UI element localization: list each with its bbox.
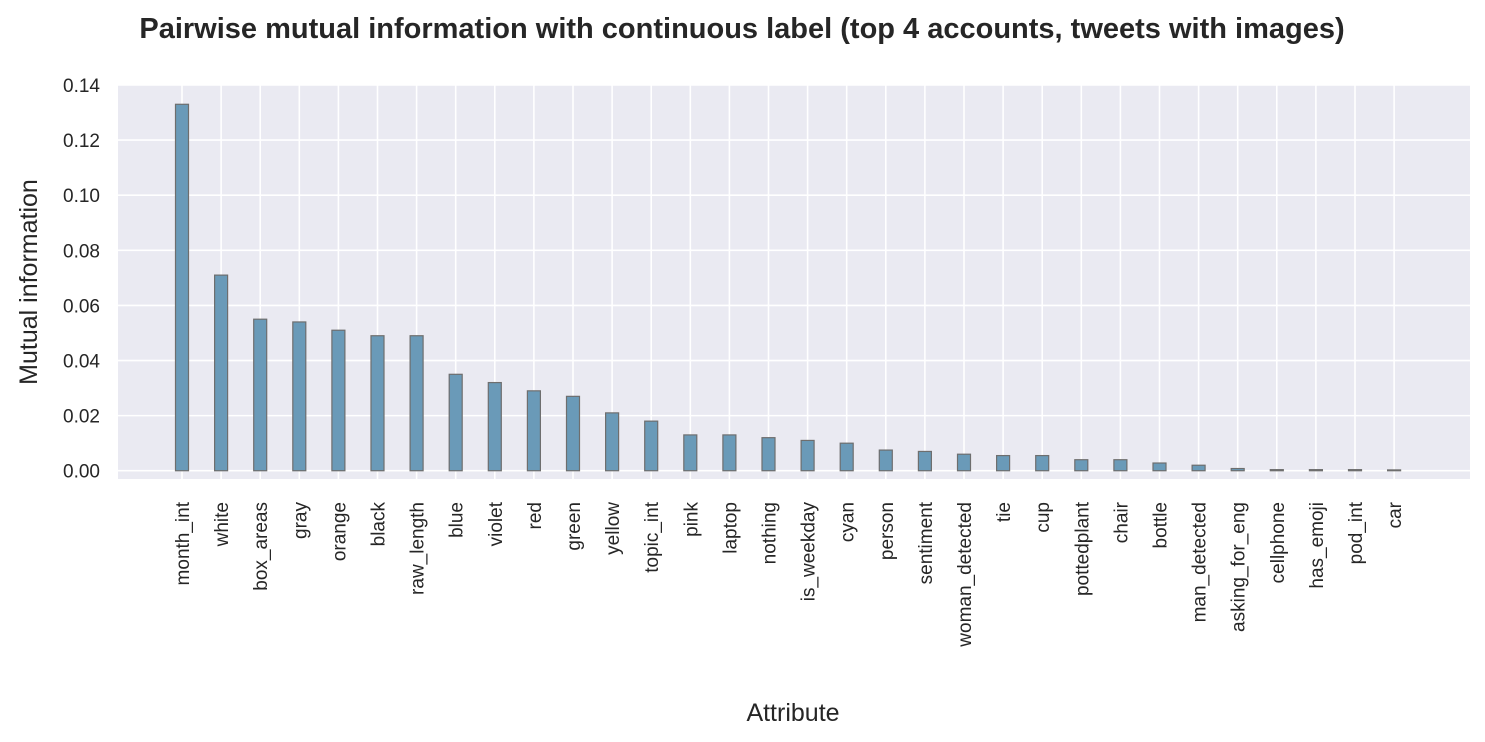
y-tick-label: 0.08 bbox=[63, 241, 100, 262]
bar-raw_length bbox=[409, 335, 424, 472]
bar-bottle bbox=[1152, 462, 1167, 472]
plot-area bbox=[118, 85, 1470, 479]
bar-cyan bbox=[839, 442, 854, 472]
x-tick-label: man_detected bbox=[1190, 502, 1211, 622]
x-tick-label: has_emoji bbox=[1307, 502, 1328, 589]
x-tick-label: cellphone bbox=[1268, 502, 1289, 583]
y-tick-label: 0.14 bbox=[63, 76, 100, 97]
y-tick-label: 0.02 bbox=[63, 407, 100, 428]
x-tick-label: pink bbox=[681, 502, 702, 537]
x-tick-label: sentiment bbox=[916, 501, 937, 584]
bar-tie bbox=[995, 454, 1011, 472]
bar-yellow bbox=[604, 412, 620, 472]
chart-title: Pairwise mutual information with continu… bbox=[139, 13, 1344, 45]
x-tick-label: orange bbox=[329, 502, 350, 561]
x-tick-label: box_areas bbox=[251, 502, 272, 591]
x-tick-label: cup bbox=[1033, 502, 1054, 533]
bar-gray bbox=[292, 321, 307, 472]
x-tick-label: black bbox=[369, 502, 390, 547]
bar-black bbox=[370, 335, 385, 472]
x-tick-label: yellow bbox=[603, 502, 624, 555]
bar-woman_detected bbox=[956, 453, 972, 472]
bar-red bbox=[526, 390, 542, 472]
bar-box_areas bbox=[253, 318, 268, 472]
y-axis-ticks: 0.00 0.02 0.04 0.06 0.08 0.10 0.12 0.14 bbox=[63, 76, 100, 483]
bar-green bbox=[565, 395, 581, 472]
bar-blue bbox=[448, 373, 463, 472]
bar-pod_int bbox=[1347, 469, 1363, 472]
x-tick-label: pottedplant bbox=[1072, 501, 1093, 596]
bar-cellphone bbox=[1269, 469, 1284, 472]
y-tick-label: 0.10 bbox=[63, 186, 100, 207]
x-tick-label: white bbox=[212, 502, 233, 547]
bar-nothing bbox=[761, 437, 776, 472]
x-tick-label: car bbox=[1385, 501, 1406, 528]
x-tick-label: green bbox=[564, 502, 585, 551]
x-tick-label: cyan bbox=[838, 502, 859, 542]
x-tick-label: is_weekday bbox=[799, 502, 820, 602]
y-tick-label: 0.06 bbox=[63, 296, 100, 317]
bar-pink bbox=[683, 434, 698, 472]
bar-chair bbox=[1113, 459, 1128, 472]
y-tick-label: 0.00 bbox=[63, 462, 100, 483]
x-tick-label: topic_int bbox=[642, 501, 663, 572]
bars bbox=[174, 103, 1402, 472]
y-axis-label: Mutual information bbox=[15, 179, 43, 385]
y-tick-label: 0.04 bbox=[63, 352, 100, 373]
x-axis-label: Attribute bbox=[746, 699, 839, 727]
bar-person bbox=[878, 449, 893, 472]
x-tick-label: laptop bbox=[720, 502, 741, 554]
x-tick-label: gray bbox=[290, 502, 311, 539]
x-tick-label: blue bbox=[447, 502, 468, 538]
bar-violet bbox=[487, 381, 502, 472]
bar-topic_int bbox=[644, 420, 659, 472]
x-tick-label: red bbox=[525, 502, 546, 529]
bar-pottedplant bbox=[1074, 459, 1089, 472]
bar-has_emoji bbox=[1308, 469, 1324, 472]
bar-car bbox=[1386, 469, 1402, 472]
bar-cup bbox=[1035, 454, 1050, 472]
x-tick-label: nothing bbox=[760, 502, 781, 564]
x-axis-ticks: month_int white box_areas gray orange black ra… bbox=[173, 501, 1406, 647]
x-tick-label: asking_for_eng bbox=[1229, 502, 1250, 632]
bar-orange bbox=[331, 329, 346, 472]
x-tick-label: month_int bbox=[173, 501, 194, 585]
x-tick-label: violet bbox=[486, 501, 507, 546]
x-tick-label: bottle bbox=[1151, 502, 1172, 548]
y-tick-label: 0.12 bbox=[63, 131, 100, 152]
bar-white bbox=[214, 274, 229, 472]
bar-sentiment bbox=[917, 450, 933, 472]
x-tick-label: person bbox=[877, 502, 898, 560]
x-tick-label: raw_length bbox=[408, 502, 429, 595]
x-tick-label: woman_detected bbox=[955, 502, 976, 648]
bar-laptop bbox=[722, 434, 737, 472]
bar-month_int bbox=[174, 103, 190, 472]
bar-asking_for_eng bbox=[1230, 467, 1245, 472]
bar-is_weekday bbox=[800, 439, 815, 472]
x-tick-label: pod_int bbox=[1346, 501, 1367, 564]
x-tick-label: tie bbox=[994, 502, 1015, 522]
x-tick-label: chair bbox=[1111, 501, 1132, 543]
bar-man_detected bbox=[1191, 464, 1206, 472]
